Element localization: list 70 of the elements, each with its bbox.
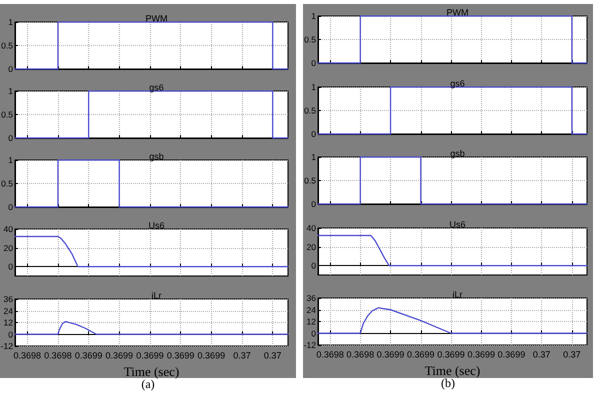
chart-title: iLr (151, 290, 162, 300)
x-tick-label: 0.3699 (498, 350, 526, 360)
chart-title: iLr (452, 290, 463, 300)
y-tick-label: 1 (311, 82, 316, 92)
x-tick-label: 0.3699 (376, 350, 404, 360)
chart-title: PWM (446, 8, 468, 18)
chart-title: gs6 (149, 82, 164, 92)
y-tick-label: 0 (8, 64, 14, 74)
line-series (14, 320, 289, 335)
x-tick-label: 0.3699 (74, 350, 102, 360)
y-tick-label: 0.5 (304, 176, 316, 186)
y-tick-label: 12 (4, 318, 14, 328)
x-axis-title: Time (sec) (124, 364, 180, 379)
line-series (317, 307, 588, 334)
y-tick-label: 1 (8, 17, 14, 27)
y-tick-label: 1 (8, 86, 14, 96)
text: (a) (141, 377, 155, 391)
chart-title: Us6 (449, 220, 466, 230)
y-tick-label: 0.5 (304, 106, 316, 116)
y-tick-label: 0.5 (1, 178, 14, 188)
y-tick-label: 40 (306, 223, 316, 233)
y-tick-label: 0 (311, 129, 316, 139)
x-tick-label: 0.3698 (14, 350, 42, 360)
x-tick-label: 0.3699 (106, 350, 134, 360)
chart-title: PWM (146, 14, 168, 24)
x-tick-label: 0.3699 (136, 350, 164, 360)
x-axis-title: Time (sec) (424, 363, 480, 378)
x-tick-label: 0.3699 (437, 350, 465, 360)
x-tick-label: 0.37 (233, 350, 251, 360)
x-tick-label: 0.3698 (44, 350, 72, 360)
y-tick-label: -12 (304, 340, 316, 350)
y-tick-label: 0 (311, 260, 316, 271)
y-tick-label: 0 (311, 199, 316, 209)
y-tick-label: 0.5 (1, 40, 14, 50)
y-tick-label: 24 (4, 306, 14, 316)
y-tick-label: 0 (8, 329, 14, 340)
line-series (14, 236, 289, 268)
x-tick-label: 0.3699 (198, 350, 226, 360)
y-tick-label: 20 (306, 242, 316, 252)
text: (b) (441, 376, 456, 390)
y-tick-label: 1 (311, 152, 316, 162)
y-tick-label: 0 (8, 202, 14, 212)
y-tick-label: 0 (8, 133, 14, 143)
chart-title: Us6 (148, 220, 165, 230)
y-tick-label: 0 (311, 58, 316, 68)
y-tick-label: 0.5 (304, 34, 316, 44)
x-tick-label: 0.3698 (316, 350, 344, 360)
y-tick-label: -12 (0, 341, 14, 351)
y-tick-label: 20 (4, 242, 14, 253)
y-tick-label: 40 (4, 224, 14, 234)
y-tick-label: 36 (306, 293, 316, 303)
x-tick-label: 0.3699 (166, 350, 194, 360)
y-tick-label: 12 (306, 316, 316, 326)
y-tick-label: 0.5 (1, 110, 14, 120)
x-tick-label: 0.37 (563, 350, 581, 360)
chart-title: gs6 (450, 78, 465, 88)
y-tick-label: 1 (8, 155, 14, 165)
line-series (317, 234, 588, 266)
x-tick-label: 0.37 (532, 350, 550, 360)
chart-title: gsb (149, 152, 164, 162)
y-tick-label: 1 (311, 11, 316, 21)
x-tick-label: 0.3699 (407, 350, 435, 360)
x-tick-label: 0.3699 (467, 350, 495, 360)
x-tick-label: 0.37 (264, 350, 282, 360)
y-tick-label: 24 (306, 304, 316, 315)
y-tick-label: 36 (4, 294, 14, 304)
y-tick-label: 0 (311, 328, 316, 338)
chart-title: gsb (450, 148, 465, 158)
y-tick-label: 0 (8, 262, 14, 272)
x-tick-label: 0.3698 (346, 350, 374, 360)
